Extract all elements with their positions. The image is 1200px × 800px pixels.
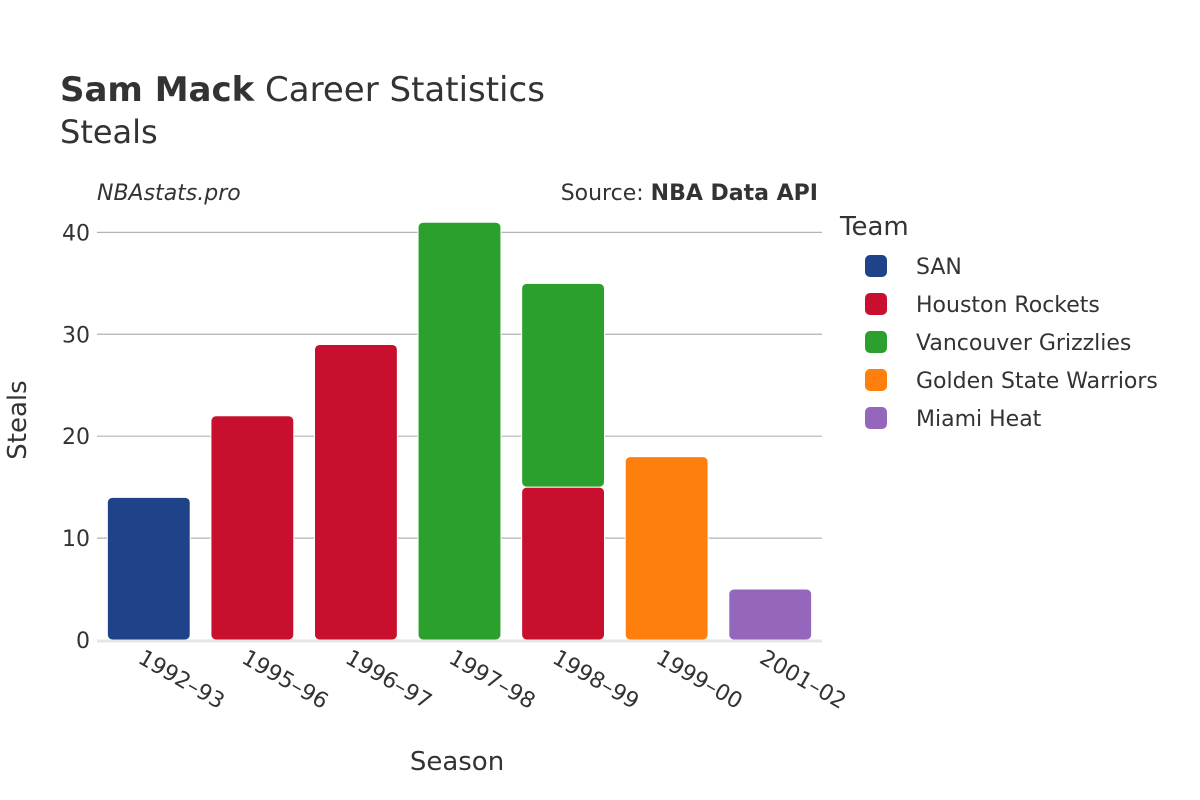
watermark: NBAstats.pro: [97, 181, 241, 206]
legend-swatch: [865, 369, 887, 391]
y-tick-label: 0: [76, 629, 90, 654]
x-tick-label: 1997–98: [445, 646, 540, 715]
legend-swatch: [865, 293, 887, 315]
y-axis-ticks: 0 10 20 30 40: [62, 221, 90, 654]
legend-swatch: [865, 331, 887, 353]
source-name: NBA Data API: [651, 181, 818, 206]
bar-segment: [624, 456, 709, 641]
x-tick-label: 1996–97: [341, 646, 436, 715]
legend-label: Golden State Warriors: [916, 369, 1158, 394]
legend-label: Houston Rockets: [916, 293, 1100, 318]
y-axis-title: Steals: [3, 380, 33, 459]
legend-label: SAN: [916, 255, 962, 280]
x-tick-label: 1998–99: [548, 646, 643, 715]
bars: [106, 221, 813, 641]
bar-segment: [417, 221, 502, 641]
chart-subtitle: Steals: [60, 113, 158, 151]
bar-segment: [521, 486, 606, 641]
x-tick-label: 1995–96: [237, 646, 332, 715]
x-tick-label: 2001–02: [755, 646, 850, 715]
x-axis-ticks: 1992–93 1995–96 1996–97 1997–98 1998–99 1999–…: [134, 646, 850, 715]
y-tick-label: 30: [62, 323, 90, 348]
source-credit: Source: NBA Data API: [561, 181, 818, 206]
legend-swatch: [865, 407, 887, 429]
bar-segment: [314, 343, 398, 641]
source-prefix: Source:: [561, 181, 651, 206]
legend-label: Vancouver Grizzlies: [916, 331, 1131, 356]
chart-title: Sam Mack Career Statistics: [60, 70, 545, 110]
x-axis-title: Season: [410, 747, 504, 777]
chart-title-rest: Career Statistics: [254, 70, 545, 110]
legend-label: Miami Heat: [916, 407, 1042, 432]
legend-swatch: [865, 255, 887, 277]
legend: SAN Houston Rockets Vancouver Grizzlies Gol…: [865, 255, 1158, 432]
y-tick-label: 20: [62, 425, 90, 450]
y-tick-label: 10: [62, 527, 90, 552]
bar-segment: [521, 282, 606, 488]
x-tick-label: 1992–93: [134, 646, 229, 715]
bar-segment: [728, 588, 813, 641]
x-tick-label: 1999–00: [652, 646, 747, 715]
y-tick-label: 40: [62, 221, 90, 246]
bar-segment: [106, 496, 191, 641]
bar-segment: [210, 415, 295, 641]
chart-title-player: Sam Mack: [60, 70, 256, 110]
legend-title: Team: [839, 212, 909, 242]
